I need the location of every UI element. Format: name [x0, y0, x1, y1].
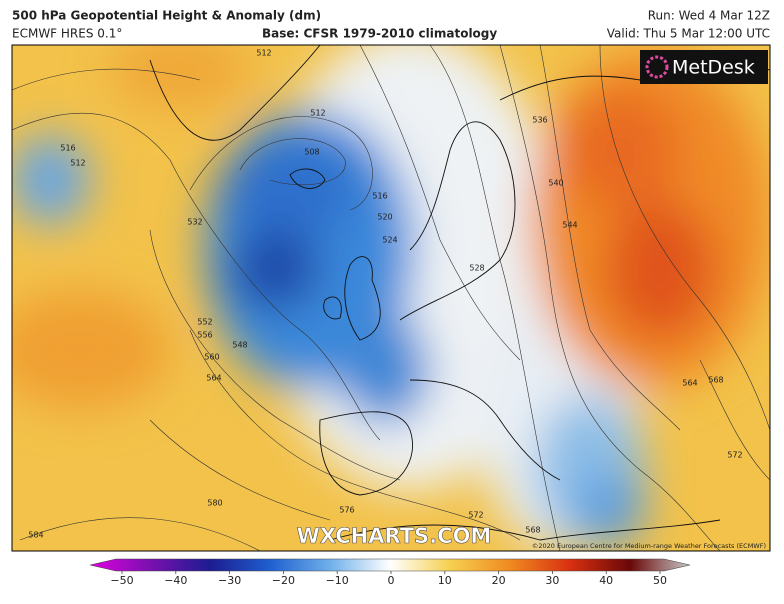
colorbar-tick-label: 10	[438, 574, 452, 587]
contour-label: 548	[232, 341, 247, 350]
contour-label: 560	[204, 353, 219, 362]
colorbar-tick-label: −50	[110, 574, 133, 587]
contour-label: 540	[548, 179, 563, 188]
contour-label: 564	[682, 379, 697, 388]
contour-label: 580	[207, 499, 222, 508]
colorbar-tick-label: −30	[218, 574, 241, 587]
contour-label: 524	[382, 236, 397, 245]
base: Base: CFSR 1979-2010 climatology	[262, 27, 497, 41]
contour-label: 564	[206, 374, 221, 383]
logo-box	[640, 50, 768, 84]
contour-label: 572	[468, 511, 483, 520]
contour-label: 512	[256, 49, 271, 58]
contour-label: 572	[727, 451, 742, 460]
contour-label: 516	[372, 192, 387, 201]
colorbar-tick-label: −10	[326, 574, 349, 587]
colorbar	[89, 558, 691, 572]
contour-label: 532	[187, 218, 202, 227]
colorbar-tick-label: 20	[492, 574, 506, 587]
colorbar-tick-label: −40	[164, 574, 187, 587]
map-frame	[11, 44, 771, 552]
contour-label: 512	[70, 159, 85, 168]
colorbar-ticks: −50 −40 −30 −20 −10 0 10 20 30 40 50	[110, 571, 667, 587]
colorbar-tick-label: 50	[653, 574, 667, 587]
copyright: ©2020 European Centre for Medium-range W…	[532, 542, 766, 550]
contour-label: 536	[532, 116, 547, 125]
logo: MetDesk	[672, 57, 755, 79]
contour-label: 512	[310, 109, 325, 118]
contour-label: 520	[377, 213, 392, 222]
contour-label: 544	[562, 221, 577, 230]
valid: Valid: Thu 5 Mar 12:00 UTC	[607, 27, 770, 41]
contour-label: 528	[469, 264, 484, 273]
contour-label: 568	[708, 376, 723, 385]
title: 500 hPa Geopotential Height & Anomaly (d…	[12, 9, 321, 23]
contour-label: 508	[304, 148, 319, 157]
watermark: WXCHARTS.COM	[297, 524, 492, 548]
run: Run: Wed 4 Mar 12Z	[648, 9, 770, 23]
contour-label: 568	[525, 526, 540, 535]
logo-icon	[645, 55, 669, 79]
contour-label: 516	[60, 144, 75, 153]
contour-label: 552	[197, 318, 212, 327]
map-field	[12, 45, 770, 551]
colorbar-tick-label: 40	[599, 574, 613, 587]
contour-label: 556	[197, 331, 212, 340]
colorbar-tick-label: −20	[272, 574, 295, 587]
colorbar-tick-label: 0	[388, 574, 395, 587]
model: ECMWF HRES 0.1°	[12, 27, 122, 41]
contour-labels: 512 516 512 508 512 516 520 524 528 532 536 540 544 5…	[28, 49, 742, 540]
colorbar-tick-label: 30	[545, 574, 559, 587]
contour-label: 584	[28, 531, 43, 540]
contour-label: 576	[339, 506, 354, 515]
